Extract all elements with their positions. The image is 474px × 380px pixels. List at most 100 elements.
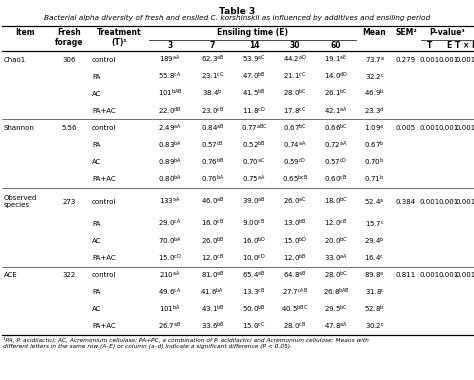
Text: 26.0$^{\mathregular{aC}}$: 26.0$^{\mathregular{aC}}$ [283,196,307,207]
Text: Item: Item [15,28,35,37]
Text: 15.7$^{\mathregular{c}}$: 15.7$^{\mathregular{c}}$ [365,219,384,229]
Text: 15.0$^{\mathregular{cD}}$: 15.0$^{\mathregular{cD}}$ [158,252,182,264]
Text: 322: 322 [63,272,76,278]
Text: ACE: ACE [4,272,18,278]
Text: 0.66$^{\mathregular{bC}}$: 0.66$^{\mathregular{bC}}$ [324,122,348,134]
Text: 0.65$^{\mathregular{bcB}}$: 0.65$^{\mathregular{bcB}}$ [282,174,308,185]
Text: AC: AC [92,159,101,165]
Text: PA+AC: PA+AC [92,176,116,182]
Text: PA: PA [92,74,100,80]
Text: 0.76$^{\mathregular{bA}}$: 0.76$^{\mathregular{bA}}$ [201,174,224,185]
Text: 13.0$^{\mathregular{bB}}$: 13.0$^{\mathregular{bB}}$ [283,218,307,230]
Text: 28.0$^{\mathregular{bC}}$: 28.0$^{\mathregular{bC}}$ [324,269,348,281]
Text: 43.1$^{\mathregular{bB}}$: 43.1$^{\mathregular{bB}}$ [201,304,224,315]
Text: 0.71$^{\mathregular{b}}$: 0.71$^{\mathregular{b}}$ [365,174,384,185]
Text: 0.76$^{\mathregular{bB}}$: 0.76$^{\mathregular{bB}}$ [201,157,224,168]
Text: 16.0$^{\mathregular{cB}}$: 16.0$^{\mathregular{cB}}$ [201,218,224,230]
Text: 0.83$^{\mathregular{bA}}$: 0.83$^{\mathregular{bA}}$ [158,139,182,151]
Text: 47.8$^{\mathregular{aA}}$: 47.8$^{\mathregular{aA}}$ [324,321,348,332]
Text: PA: PA [92,221,100,227]
Text: 60: 60 [331,41,341,50]
Text: E: E [447,41,452,50]
Text: Chao1: Chao1 [4,57,26,63]
Text: Shannon: Shannon [4,125,35,131]
Text: PA+AC: PA+AC [92,323,116,329]
Text: 12.0$^{\mathregular{cB}}$: 12.0$^{\mathregular{cB}}$ [201,252,224,264]
Text: 18.0$^{\mathregular{bC}}$: 18.0$^{\mathregular{bC}}$ [324,196,348,207]
Text: 20.0$^{\mathregular{bC}}$: 20.0$^{\mathregular{bC}}$ [324,235,348,247]
Text: 10.0$^{\mathregular{cD}}$: 10.0$^{\mathregular{cD}}$ [242,252,266,264]
Text: 55.8$^{\mathregular{cA}}$: 55.8$^{\mathregular{cA}}$ [158,71,182,82]
Text: 0.384: 0.384 [396,199,416,204]
Text: 42.1$^{\mathregular{aA}}$: 42.1$^{\mathregular{aA}}$ [324,105,348,117]
Text: 23.0$^{\mathregular{cB}}$: 23.0$^{\mathregular{cB}}$ [201,105,224,117]
Text: 28.0$^{\mathregular{bC}}$: 28.0$^{\mathregular{bC}}$ [283,88,307,100]
Text: 26.0$^{\mathregular{bB}}$: 26.0$^{\mathregular{bB}}$ [201,235,224,247]
Text: 0.001: 0.001 [439,125,459,131]
Text: 0.57$^{\mathregular{cD}}$: 0.57$^{\mathregular{cD}}$ [324,157,347,168]
Text: 0.75$^{\mathregular{aA}}$: 0.75$^{\mathregular{aA}}$ [242,174,266,185]
Text: 50.0$^{\mathregular{bB}}$: 50.0$^{\mathregular{bB}}$ [242,304,266,315]
Text: Ensiling time (E): Ensiling time (E) [217,28,288,37]
Text: 0.811: 0.811 [396,272,416,278]
Text: 27.7$^{\mathregular{cAB}}$: 27.7$^{\mathregular{cAB}}$ [282,287,308,298]
Text: 3: 3 [167,41,173,50]
Text: 19.1$^{\mathregular{aE}}$: 19.1$^{\mathregular{aE}}$ [324,54,348,65]
Text: 16.0$^{\mathregular{bD}}$: 16.0$^{\mathregular{bD}}$ [242,235,266,247]
Text: 0.89$^{\mathregular{bA}}$: 0.89$^{\mathregular{bA}}$ [158,157,182,168]
Text: 101$^{\mathregular{bA}}$: 101$^{\mathregular{bA}}$ [159,304,181,315]
Text: PA: PA [92,289,100,295]
Text: 39.0$^{\mathregular{aB}}$: 39.0$^{\mathregular{aB}}$ [242,196,266,207]
Text: 2.49$^{\mathregular{aA}}$: 2.49$^{\mathregular{aA}}$ [158,122,182,134]
Text: 16.4$^{\mathregular{c}}$: 16.4$^{\mathregular{c}}$ [365,253,384,263]
Text: 70.0$^{\mathregular{bA}}$: 70.0$^{\mathregular{bA}}$ [158,235,182,247]
Text: 32.2$^{\mathregular{c}}$: 32.2$^{\mathregular{c}}$ [365,72,384,82]
Text: 0.279: 0.279 [396,57,416,63]
Text: Treatment
(T)¹: Treatment (T)¹ [97,28,141,48]
Text: 0.80$^{\mathregular{bA}}$: 0.80$^{\mathregular{bA}}$ [158,174,182,185]
Text: 0.001: 0.001 [439,272,459,278]
Text: 30.2$^{\mathregular{c}}$: 30.2$^{\mathregular{c}}$ [365,321,384,331]
Text: 0.001: 0.001 [420,272,440,278]
Text: 14.0$^{\mathregular{dD}}$: 14.0$^{\mathregular{dD}}$ [324,71,348,82]
Text: 23.3$^{\mathregular{d}}$: 23.3$^{\mathregular{d}}$ [365,105,384,117]
Text: Table 3: Table 3 [219,7,255,16]
Text: 189$^{\mathregular{aA}}$: 189$^{\mathregular{aA}}$ [159,54,181,65]
Text: control: control [92,272,117,278]
Text: 0.001: 0.001 [439,199,459,204]
Text: 23.1$^{\mathregular{cC}}$: 23.1$^{\mathregular{cC}}$ [201,71,224,82]
Text: ¹PA, P. acidilactici; AC, Acremonium cellulase; PA+PC, a combination of P. acidi: ¹PA, P. acidilactici; AC, Acremonium cel… [3,337,369,349]
Text: Fresh
forage: Fresh forage [55,28,83,48]
Text: 12.0$^{\mathregular{bB}}$: 12.0$^{\mathregular{bB}}$ [283,252,307,264]
Text: 0.67$^{\mathregular{b}}$: 0.67$^{\mathregular{b}}$ [364,139,385,151]
Text: 0.001: 0.001 [420,125,440,131]
Text: 0.70$^{\mathregular{aC}}$: 0.70$^{\mathregular{aC}}$ [242,157,265,168]
Text: Bacterial alpha diversity of fresh and ensiled C. korshinskii as influenced by a: Bacterial alpha diversity of fresh and e… [44,15,430,21]
Text: AC: AC [92,91,101,97]
Text: 46.0$^{\mathregular{aB}}$: 46.0$^{\mathregular{aB}}$ [201,196,224,207]
Text: 52.8$^{\mathregular{b}}$: 52.8$^{\mathregular{b}}$ [365,304,385,315]
Text: 0.001: 0.001 [456,125,474,131]
Text: Mean: Mean [363,28,386,37]
Text: 53.9$^{\mathregular{aC}}$: 53.9$^{\mathregular{aC}}$ [242,54,266,65]
Text: PA+AC: PA+AC [92,255,116,261]
Text: 89.8$^{\mathregular{a}}$: 89.8$^{\mathregular{a}}$ [365,270,384,280]
Text: 0.001: 0.001 [456,57,474,63]
Text: 210$^{\mathregular{aA}}$: 210$^{\mathregular{aA}}$ [159,269,181,281]
Text: 29.4$^{\mathregular{b}}$: 29.4$^{\mathregular{b}}$ [365,235,385,247]
Text: 17.8$^{\mathregular{cC}}$: 17.8$^{\mathregular{cC}}$ [283,105,307,117]
Text: control: control [92,57,117,63]
Text: 0.001: 0.001 [420,57,440,63]
Text: PA: PA [92,142,100,148]
Text: 44.2$^{\mathregular{aD}}$: 44.2$^{\mathregular{aD}}$ [283,54,307,65]
Text: 0.001: 0.001 [420,199,440,204]
Text: 64.8$^{\mathregular{aB}}$: 64.8$^{\mathregular{aB}}$ [283,269,307,281]
Text: 47.0$^{\mathregular{bB}}$: 47.0$^{\mathregular{bB}}$ [242,71,266,82]
Text: 26.7$^{\mathregular{aB}}$: 26.7$^{\mathregular{aB}}$ [158,321,182,332]
Text: 15.0$^{\mathregular{bD}}$: 15.0$^{\mathregular{bD}}$ [283,235,307,247]
Text: 11.8$^{\mathregular{cD}}$: 11.8$^{\mathregular{cD}}$ [242,105,266,117]
Text: 29.5$^{\mathregular{bC}}$: 29.5$^{\mathregular{bC}}$ [324,304,348,315]
Text: 0.001: 0.001 [439,57,459,63]
Text: 133$^{\mathregular{aA}}$: 133$^{\mathregular{aA}}$ [159,196,181,207]
Text: 29.0$^{\mathregular{cA}}$: 29.0$^{\mathregular{cA}}$ [158,218,182,230]
